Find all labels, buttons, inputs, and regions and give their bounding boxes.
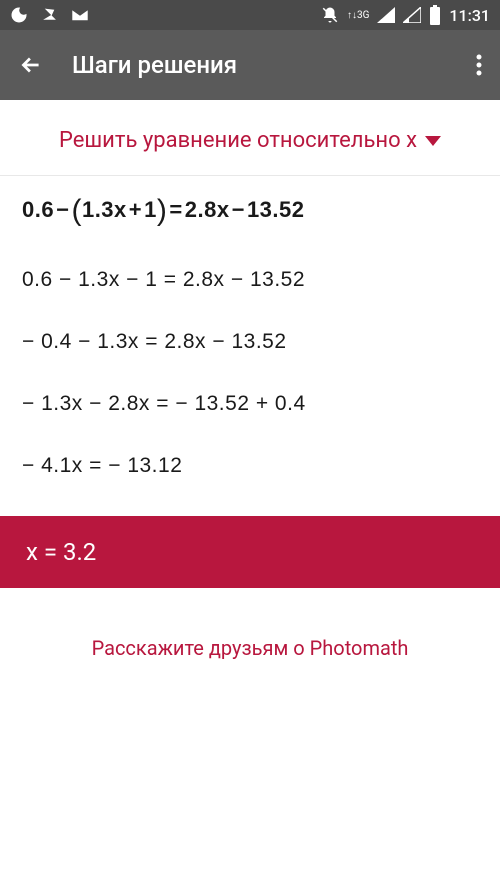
status-bar: ↑↓3G 11:31	[0, 0, 500, 30]
solution-steps: 0.6−(1.3x+1)=2.8x−13.52 0.6 − 1.3x − 1 =…	[0, 176, 500, 478]
share-prompt[interactable]: Расскажите друзьям о Photomath	[0, 588, 500, 708]
status-left-icons	[10, 6, 90, 24]
clock-label: 11:31	[449, 6, 490, 25]
header-title: Шаги решения	[72, 51, 476, 79]
step-line[interactable]: 0.6−(1.3x+1)=2.8x−13.52	[22, 194, 478, 228]
chevron-down-icon	[425, 136, 441, 146]
network-type-label: ↑↓3G	[347, 11, 369, 20]
battery-icon	[429, 5, 441, 25]
step-line[interactable]: 0.6 − 1.3x − 1 = 2.8x − 13.52	[22, 268, 478, 292]
moon-icon	[10, 6, 28, 24]
step-line[interactable]: − 0.4 − 1.3x = 2.8x − 13.52	[22, 330, 478, 354]
notification-off-icon	[321, 6, 339, 24]
solve-mode-dropdown[interactable]: Решить уравнение относительно x	[0, 100, 500, 176]
app-header: Шаги решения	[0, 30, 500, 100]
more-menu-button[interactable]	[476, 53, 482, 77]
dropdown-text-content: Решить уравнение относительно x	[59, 128, 417, 153]
step-line[interactable]: − 1.3x − 2.8x = − 13.52 + 0.4	[22, 392, 478, 416]
share-text: Расскажите друзьям о Photomath	[92, 636, 409, 660]
status-right-icons: ↑↓3G 11:31	[321, 5, 490, 25]
mail-icon	[70, 7, 90, 23]
location-icon	[40, 6, 58, 24]
dropdown-label: Решить уравнение относительно x	[59, 128, 441, 153]
signal-weak-icon	[403, 7, 421, 23]
signal-icon	[377, 7, 395, 23]
step-line[interactable]: − 4.1x = − 13.12	[22, 454, 478, 478]
back-button[interactable]	[18, 52, 44, 78]
result-text: x = 3.2	[26, 538, 96, 566]
result-bar[interactable]: x = 3.2	[0, 516, 500, 588]
